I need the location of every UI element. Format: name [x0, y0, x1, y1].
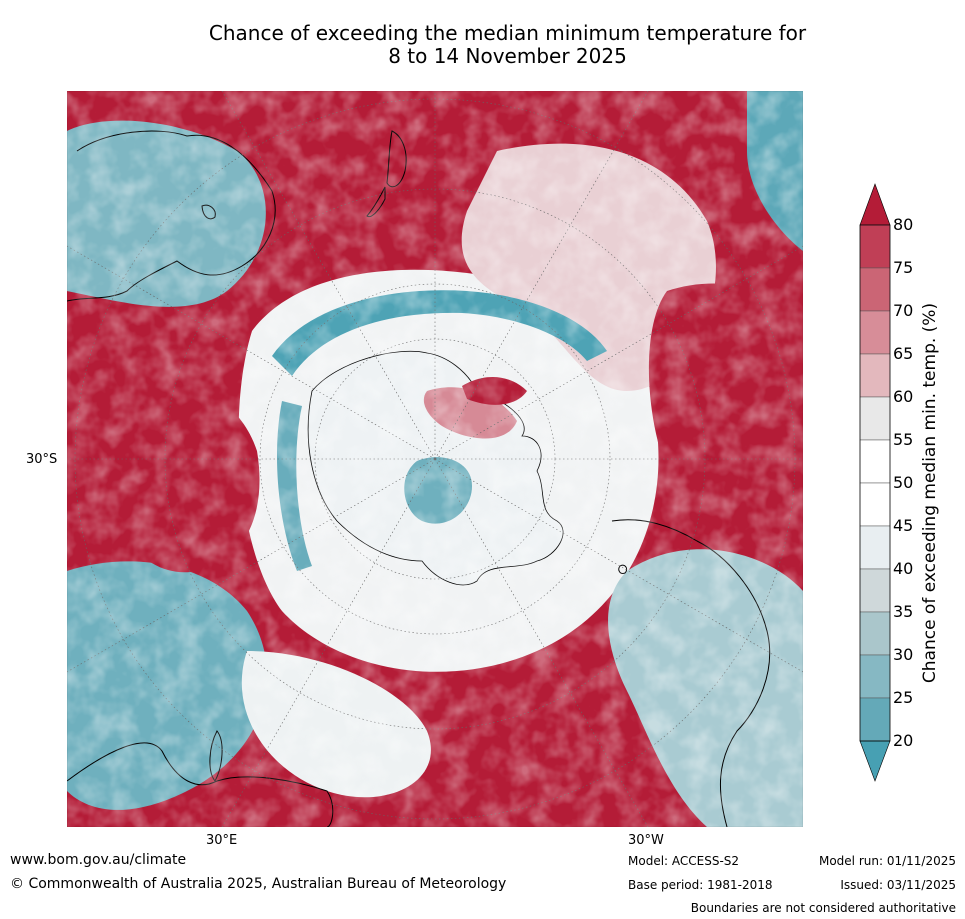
- colorbar-extend-high: [859, 183, 891, 226]
- footer-issued: Issued: 03/11/2025: [840, 878, 956, 892]
- colorbar-band: [859, 525, 891, 570]
- colorbar-tick-label: 75: [893, 258, 914, 277]
- title-line-1: Chance of exceeding the median minimum t…: [208, 21, 807, 45]
- colorbar-title: Chance of exceeding median min. temp. (%…: [920, 302, 940, 684]
- colorbar-band: [859, 611, 891, 656]
- colorbar-tick-label: 35: [893, 602, 914, 621]
- footer-url: www.bom.gov.au/climate: [10, 852, 187, 868]
- colorbar-band: [859, 482, 891, 527]
- colorbar-tick-label: 65: [893, 344, 914, 363]
- footer-boundaries-note: Boundaries are not considered authoritat…: [690, 901, 956, 915]
- colorbar-band: [859, 224, 891, 269]
- colorbar-extend-low: [859, 740, 891, 782]
- chart-title: Chance of exceeding the median minimum t…: [100, 22, 915, 68]
- colorbar-tick-label: 60: [893, 387, 914, 406]
- colorbar: [859, 183, 891, 782]
- footer-copyright: © Commonwealth of Australia 2025, Austra…: [10, 876, 507, 892]
- colorbar-tick-label: 50: [893, 473, 914, 492]
- colorbar-band: [859, 439, 891, 484]
- colorbar-band: [859, 568, 891, 613]
- footer-model: Model: ACCESS-S2: [628, 854, 740, 868]
- colorbar-band: [859, 396, 891, 441]
- footer-model-run: Model run: 01/11/2025: [818, 854, 956, 868]
- colorbar-band: [859, 267, 891, 312]
- title-line-2: 8 to 14 November 2025: [388, 44, 627, 68]
- colorbar-band: [859, 697, 891, 742]
- colorbar-tick-label: 70: [893, 301, 914, 320]
- colorbar-tick-label: 20: [893, 731, 914, 750]
- footer-base-period: Base period: 1981-2018: [628, 878, 773, 892]
- colorbar-band: [859, 310, 891, 355]
- colorbar-tick-label: 45: [893, 516, 914, 535]
- lon-label-30w: 30°W: [628, 833, 664, 848]
- colorbar-tick-label: 25: [893, 688, 914, 707]
- colorbar-tick-label: 55: [893, 430, 914, 449]
- lat-label-30s: 30°S: [26, 452, 58, 467]
- colorbar-tick-label: 30: [893, 645, 914, 664]
- colorbar-band: [859, 654, 891, 699]
- colorbar-tick-label: 40: [893, 559, 914, 578]
- noise-texture: [67, 91, 803, 827]
- colorbar-tick-label: 80: [893, 215, 914, 234]
- colorbar-band: [859, 353, 891, 398]
- outlook-map: [67, 91, 803, 827]
- lon-label-30e: 30°E: [206, 833, 238, 848]
